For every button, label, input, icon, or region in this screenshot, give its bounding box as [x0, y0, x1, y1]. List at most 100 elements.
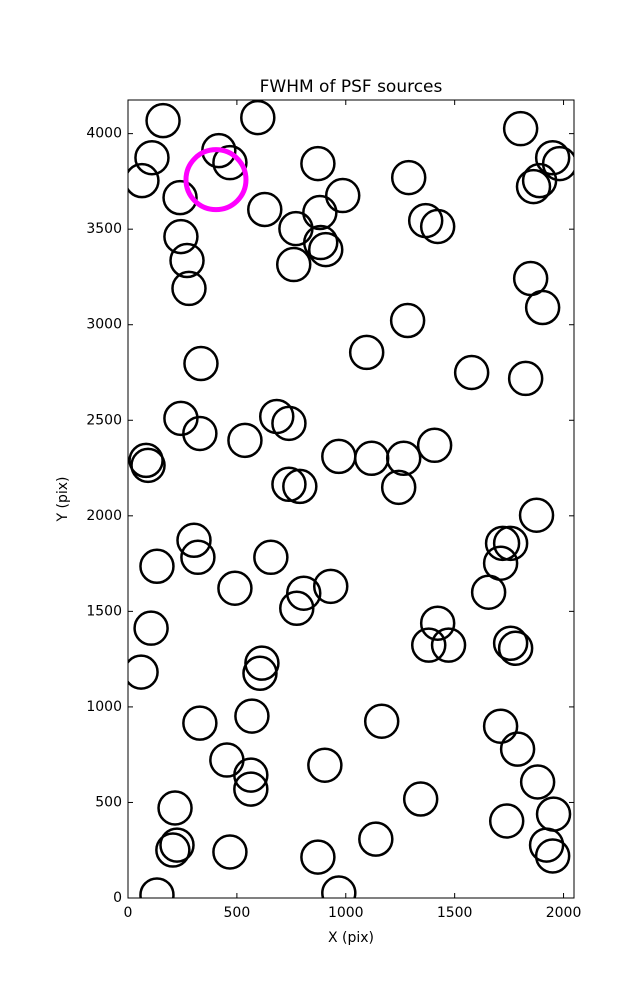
source-marker — [497, 630, 534, 666]
y-tick-label: 2000 — [86, 508, 122, 524]
y-tick-label: 500 — [95, 794, 122, 810]
source-marker — [307, 231, 344, 268]
source-marker — [358, 821, 394, 857]
source-marker — [171, 270, 207, 307]
source-marker — [419, 208, 456, 245]
x-tick-label: 1000 — [328, 905, 364, 921]
source-marker — [279, 590, 315, 627]
source-marker — [278, 210, 314, 247]
source-marker — [507, 360, 544, 397]
source-marker — [519, 764, 556, 800]
source-marker — [482, 708, 519, 744]
source-marker — [162, 179, 198, 216]
y-tick-label: 0 — [113, 890, 122, 906]
source-marker — [183, 147, 249, 213]
source-marker — [363, 703, 400, 739]
plot-area — [128, 100, 574, 898]
x-tick-label: 500 — [224, 905, 251, 921]
source-marker — [128, 162, 160, 199]
source-marker — [163, 218, 199, 255]
source-marker — [321, 875, 357, 898]
source-marker — [182, 415, 218, 452]
y-tick-label: 3500 — [86, 221, 122, 237]
source-marker — [133, 610, 169, 646]
source-marker — [535, 796, 572, 832]
y-tick-label: 2500 — [86, 412, 122, 428]
source-marker — [307, 747, 343, 783]
source-marker — [534, 139, 571, 176]
source-marker — [183, 345, 219, 382]
source-marker — [130, 447, 166, 484]
source-marker — [492, 625, 529, 662]
source-marker — [128, 654, 159, 690]
source-marker — [453, 354, 490, 391]
source-marker — [159, 827, 195, 863]
source-marker — [416, 427, 453, 464]
source-marker — [524, 289, 561, 326]
source-marker — [134, 139, 170, 176]
source-marker — [217, 570, 253, 606]
source-marker — [470, 574, 507, 611]
y-tick-label: 1000 — [86, 699, 122, 715]
source-marker — [285, 575, 322, 611]
source-marker — [180, 539, 216, 576]
source-marker — [515, 168, 552, 205]
source-marker — [240, 100, 276, 136]
source-marker — [502, 110, 539, 147]
source-marker — [321, 438, 357, 475]
source-marker — [528, 827, 565, 863]
source-marker — [176, 522, 212, 559]
source-marker — [227, 422, 263, 459]
source-marker — [402, 781, 439, 817]
source-marker — [380, 469, 417, 506]
source-marker — [242, 655, 278, 692]
x-axis-label: X (pix) — [328, 930, 374, 946]
source-marker — [324, 177, 361, 214]
source-marker — [157, 790, 193, 826]
chart-title: FWHM of PSF sources — [260, 77, 443, 97]
source-marker — [419, 605, 456, 641]
source-marker — [385, 440, 422, 477]
source-marker — [234, 698, 270, 734]
source-marker — [353, 440, 390, 477]
source-marker — [169, 242, 205, 279]
source-marker — [212, 144, 248, 181]
y-tick-label: 1500 — [86, 603, 122, 619]
source-marker — [430, 627, 467, 663]
source-marker — [233, 757, 269, 793]
source-marker — [271, 466, 307, 503]
source-marker — [139, 548, 175, 585]
source-marker — [410, 627, 447, 663]
y-axis-label: Y (pix) — [55, 477, 71, 523]
source-marker — [139, 877, 175, 898]
x-tick-label: 0 — [124, 905, 133, 921]
source-marker — [521, 162, 558, 199]
y-tick-label: 4000 — [86, 126, 122, 142]
source-marker — [233, 771, 269, 807]
source-marker — [492, 525, 529, 562]
source-marker — [302, 224, 339, 261]
x-tick-label: 2000 — [546, 905, 582, 921]
source-marker — [282, 468, 318, 505]
source-marker — [182, 705, 218, 741]
source-marker — [300, 839, 336, 875]
source-marker — [145, 102, 181, 139]
source-marker — [389, 302, 426, 339]
source-marker — [499, 731, 536, 767]
source-marker — [312, 568, 349, 605]
source-marker — [275, 246, 312, 283]
source-marker — [271, 405, 307, 442]
source-marker — [247, 191, 283, 228]
source-marker — [212, 834, 248, 870]
source-marker — [390, 159, 427, 196]
source-marker — [155, 832, 191, 868]
source-marker — [302, 194, 338, 231]
source-marker — [300, 145, 336, 182]
source-marker — [488, 803, 525, 839]
x-tick-label: 1500 — [437, 905, 473, 921]
source-marker — [348, 334, 385, 371]
source-marker — [258, 398, 295, 435]
axes-frame — [127, 99, 575, 899]
